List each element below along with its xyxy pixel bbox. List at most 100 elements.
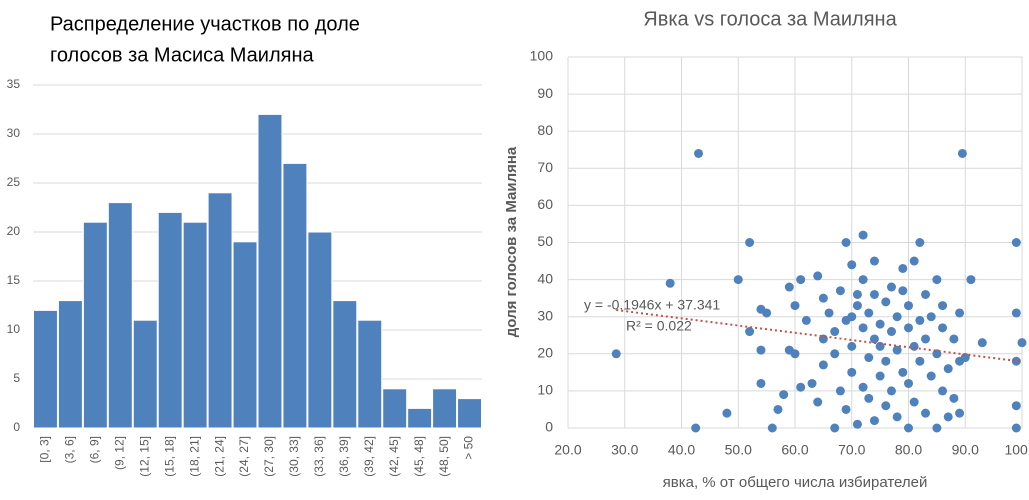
bar xyxy=(307,231,333,429)
point xyxy=(852,301,862,311)
point xyxy=(904,323,913,333)
bar xyxy=(282,162,308,429)
point xyxy=(858,230,868,240)
point xyxy=(858,275,868,285)
point xyxy=(1011,423,1021,433)
x-tick-label: (18, 21] xyxy=(187,436,201,477)
point xyxy=(824,308,834,318)
x-tick-label: 30.0 xyxy=(611,442,638,458)
point xyxy=(881,356,891,366)
point xyxy=(756,378,766,388)
point xyxy=(611,349,621,359)
chart-title: Явка vs голоса за Маиляна xyxy=(643,8,897,30)
bar xyxy=(157,211,183,429)
point xyxy=(835,286,845,296)
x-tick-label: 90.0 xyxy=(952,442,979,458)
x-tick-label: (48, 50] xyxy=(437,436,451,477)
x-tick-label: 50.0 xyxy=(725,442,752,458)
point xyxy=(898,367,908,377)
point xyxy=(830,349,840,359)
y-tick-label: 30 xyxy=(7,126,21,140)
point xyxy=(898,263,908,273)
bar xyxy=(33,309,58,429)
point xyxy=(904,423,913,433)
y-tick-label: 25 xyxy=(7,175,21,189)
point xyxy=(1011,238,1021,247)
x-tick-label: (42, 45] xyxy=(387,436,401,477)
y-tick-label: 100 xyxy=(530,48,554,64)
x-tick-label: (45, 48] xyxy=(412,436,426,477)
point xyxy=(949,334,959,344)
point xyxy=(830,423,840,433)
point xyxy=(949,393,959,403)
point xyxy=(745,238,755,247)
y-tick-label: 90 xyxy=(537,85,553,101)
y-tick-label: 50 xyxy=(537,233,553,249)
point xyxy=(943,412,953,422)
bar xyxy=(257,113,283,429)
point xyxy=(957,148,967,158)
point xyxy=(955,308,965,318)
y-tick-label: 0 xyxy=(13,420,20,434)
point xyxy=(858,323,868,333)
y-tick-label: 60 xyxy=(537,196,553,212)
point xyxy=(665,278,675,288)
bar xyxy=(82,221,108,429)
point xyxy=(694,148,704,158)
point xyxy=(813,397,823,407)
y-tick-label: 20 xyxy=(537,345,553,361)
y-tick-label: 0 xyxy=(545,419,553,435)
point xyxy=(875,341,885,351)
point xyxy=(892,312,902,322)
point xyxy=(745,327,755,337)
bar xyxy=(107,202,133,429)
point xyxy=(943,364,953,374)
point xyxy=(875,371,885,381)
x-tick-label: 60.0 xyxy=(781,442,808,458)
point xyxy=(847,367,857,377)
point xyxy=(864,353,874,363)
x-tick-label: (21, 24] xyxy=(212,436,226,477)
point xyxy=(784,282,794,292)
point xyxy=(722,408,732,418)
x-tick-label: (33, 36] xyxy=(312,436,326,477)
point xyxy=(852,419,862,429)
point xyxy=(835,386,845,396)
point xyxy=(892,412,902,422)
bar xyxy=(407,407,433,429)
point xyxy=(892,345,902,355)
point xyxy=(790,349,800,359)
trendline xyxy=(616,309,1023,363)
bar xyxy=(432,388,458,429)
point xyxy=(864,308,874,318)
point xyxy=(886,327,896,337)
point xyxy=(932,423,942,433)
y-tick-label: 40 xyxy=(537,270,553,286)
point xyxy=(921,408,931,418)
point xyxy=(790,301,800,311)
bar xyxy=(232,241,258,429)
point xyxy=(915,238,925,247)
point xyxy=(881,297,891,307)
bar xyxy=(382,388,408,429)
point xyxy=(869,256,879,266)
point xyxy=(915,315,925,325)
point xyxy=(909,341,919,351)
point xyxy=(915,356,925,366)
point xyxy=(926,312,936,322)
y-tick-label: 80 xyxy=(537,122,553,138)
x-tick-label: [0, 3] xyxy=(38,436,52,463)
trendline-r2: R² = 0.022 xyxy=(626,318,692,334)
point xyxy=(904,301,913,311)
y-tick-label: 10 xyxy=(537,382,553,398)
bar xyxy=(457,398,482,429)
x-tick-label: (3, 6] xyxy=(63,436,77,463)
x-tick-label: (15, 18] xyxy=(162,436,176,477)
point xyxy=(807,378,817,388)
point xyxy=(796,275,806,285)
point xyxy=(767,423,777,433)
x-tick-label: (9, 12] xyxy=(112,436,126,470)
point xyxy=(932,275,942,285)
y-axis-label: доля голосов за Маиляна xyxy=(503,146,520,337)
y-tick-label: 15 xyxy=(7,273,21,287)
